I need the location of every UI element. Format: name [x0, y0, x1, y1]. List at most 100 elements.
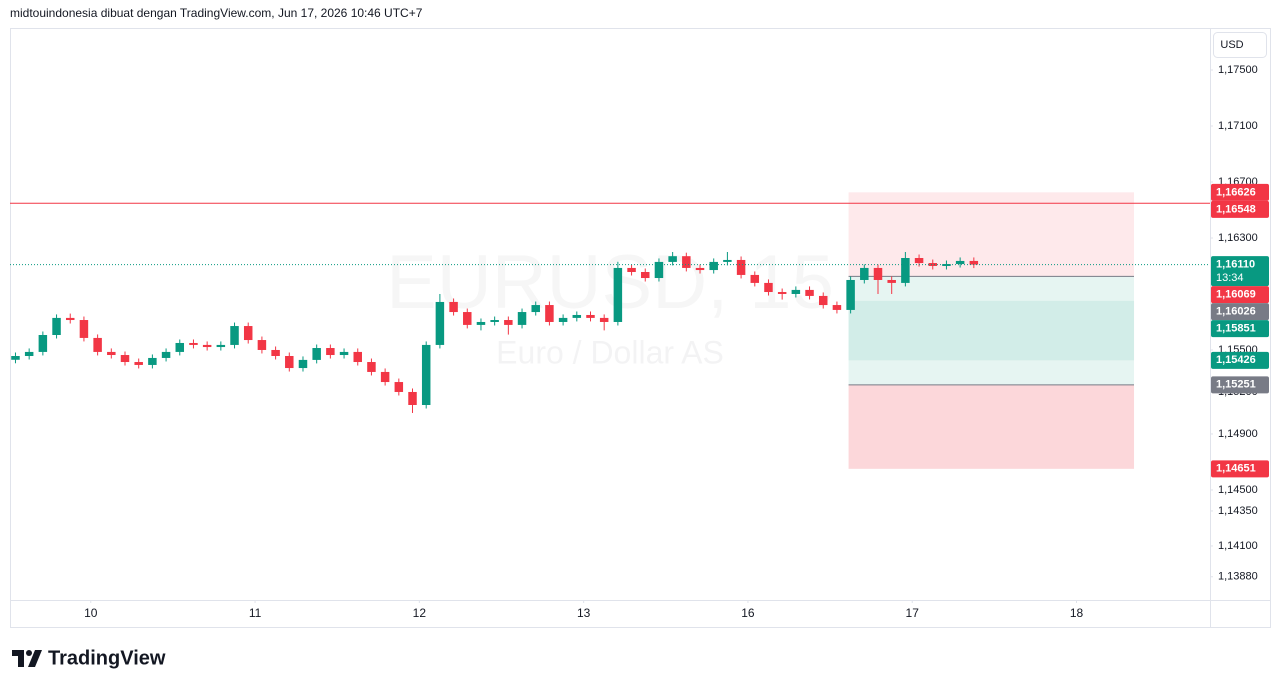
- price-label: 1,15851: [1211, 320, 1269, 338]
- y-tick-label: 1,16300: [1218, 232, 1258, 244]
- candle-body: [380, 371, 390, 383]
- candle-body: [668, 256, 677, 262]
- candle-body: [846, 279, 855, 310]
- y-tick-label: 1,14500: [1218, 484, 1258, 496]
- candle-body: [586, 314, 595, 318]
- candle-body: [463, 312, 472, 325]
- candle-body: [326, 348, 335, 356]
- candle-body: [860, 267, 869, 280]
- candle-body: [791, 289, 801, 294]
- candle-body: [230, 326, 239, 345]
- price-label-box: [1211, 256, 1269, 287]
- candle-body: [52, 317, 61, 335]
- candle-body: [408, 391, 417, 405]
- candle-body: [175, 342, 185, 352]
- price-label-box: [1211, 376, 1269, 394]
- price-label-text: 1,14651: [1216, 463, 1256, 475]
- x-tick-label: 18: [1070, 606, 1084, 620]
- candle-body: [695, 267, 705, 271]
- candle-body: [93, 337, 102, 352]
- candle-body: [65, 317, 75, 321]
- price-labels: 1,16626 1,16548 1,16110 13:34 1,16069 1,16026…: [1211, 183, 1269, 478]
- price-label-box: [1211, 460, 1269, 478]
- y-tick-label: 1,14100: [1218, 540, 1258, 552]
- price-label-text: 1,16026: [1216, 305, 1256, 317]
- position-zone: [848, 360, 1135, 385]
- candle-body: [873, 267, 883, 280]
- y-tick-label: 1,17100: [1218, 120, 1258, 132]
- candle-body: [243, 326, 253, 341]
- watermark-symbol: EURUSD, 15: [386, 240, 834, 325]
- candle-body: [682, 256, 691, 268]
- candle-body: [599, 317, 609, 322]
- price-label-box: [1211, 303, 1269, 321]
- price-lines: [10, 202, 1210, 266]
- candle-body: [367, 362, 376, 372]
- candle-body: [271, 349, 280, 356]
- price-label-text: 1,16548: [1216, 203, 1256, 215]
- price-label: 1,16548: [1211, 200, 1269, 218]
- candle-body: [490, 320, 499, 322]
- candle-body: [202, 344, 212, 348]
- candle-body: [449, 301, 458, 313]
- price-label: 1,14651: [1211, 460, 1269, 478]
- candle-body: [257, 340, 267, 350]
- candle-body: [339, 351, 349, 356]
- candle-body: [107, 351, 116, 356]
- candle-body: [545, 305, 554, 322]
- position-zone: [848, 276, 1135, 301]
- candle-body: [504, 320, 513, 325]
- y-tick-label: 1,14350: [1218, 505, 1258, 517]
- price-label-text: 1,15251: [1216, 379, 1256, 391]
- price-label-box: [1211, 286, 1269, 304]
- candle-body: [11, 355, 20, 360]
- x-tick-label: 12: [413, 606, 427, 620]
- candle-body: [134, 362, 143, 365]
- candle-body: [654, 261, 664, 279]
- candle-body: [189, 342, 198, 345]
- candle-body: [517, 312, 527, 325]
- price-label: 1,16069: [1211, 286, 1269, 304]
- price-label-text: 1,15851: [1216, 322, 1256, 334]
- logo-shape: [26, 650, 32, 656]
- x-tick-label: 16: [741, 606, 755, 620]
- candle-body: [613, 267, 623, 322]
- candle-body: [353, 351, 362, 363]
- x-tick-label: 13: [577, 606, 591, 620]
- price-label-box: [1211, 320, 1269, 338]
- y-tick-label: 1,13880: [1218, 571, 1258, 583]
- candle-body: [709, 261, 718, 271]
- x-tick-label: 10: [84, 606, 98, 620]
- price-label-text: 1,16069: [1216, 288, 1256, 300]
- price-label: 1,16110 13:34: [1211, 256, 1269, 287]
- candle-body: [24, 351, 34, 356]
- candle-body: [79, 320, 89, 338]
- price-label-box: [1211, 183, 1269, 201]
- position-zone: [848, 192, 1135, 277]
- currency-button[interactable]: [1213, 32, 1267, 58]
- header-text: midtouindonesia dibuat dengan TradingVie…: [10, 6, 423, 20]
- position-zone: [848, 300, 1135, 361]
- price-label-text: 1,16110: [1216, 258, 1255, 270]
- logo-shape: [28, 650, 42, 667]
- candle-body: [832, 305, 842, 310]
- candle-body: [312, 348, 321, 360]
- y-tick-label: 1,17500: [1218, 64, 1258, 76]
- candle-body: [558, 317, 568, 322]
- candle-body: [777, 292, 787, 294]
- candle-body: [723, 259, 732, 262]
- candle-body: [476, 321, 486, 325]
- candle-body: [955, 260, 965, 265]
- candle-body: [531, 305, 540, 313]
- candle-body: [764, 282, 773, 293]
- candle-body: [914, 258, 924, 264]
- candle-body: [120, 355, 130, 363]
- candle-body: [969, 260, 979, 265]
- brand-logo: [12, 650, 42, 667]
- price-label: 1,15251: [1211, 376, 1269, 394]
- candles: [11, 251, 979, 413]
- candle-body: [928, 263, 938, 266]
- currency-label[interactable]: USD: [1220, 39, 1243, 51]
- position-tool: [848, 192, 1135, 469]
